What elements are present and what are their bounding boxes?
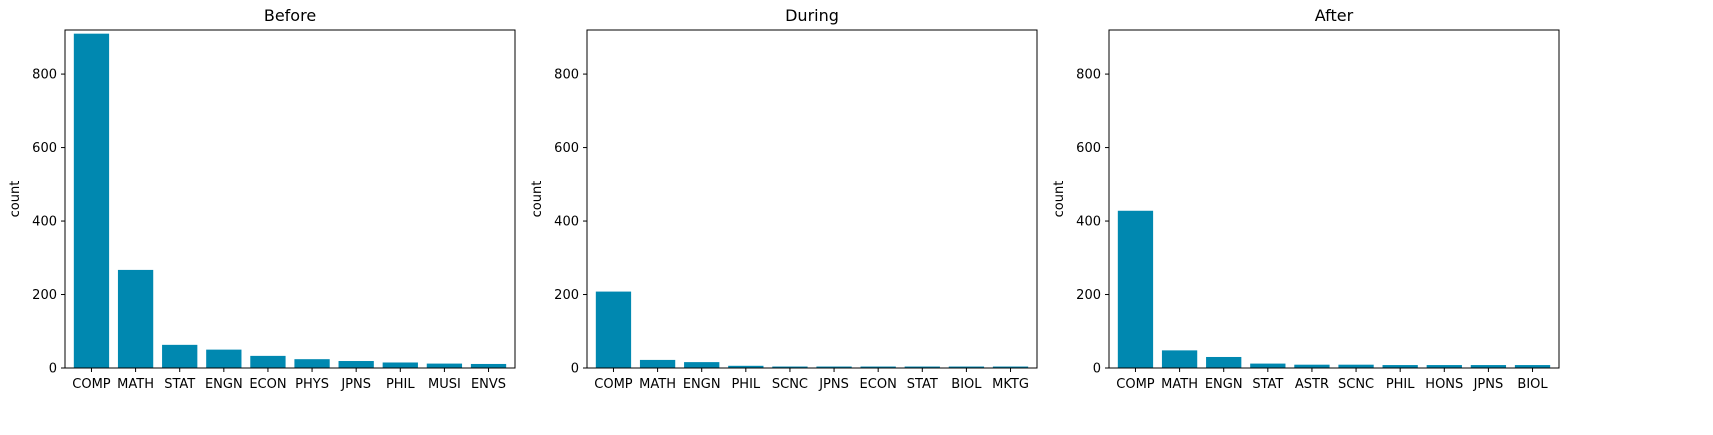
y-tick-label: 800 <box>32 68 57 83</box>
x-tick-label: STAT <box>1252 377 1283 392</box>
x-tick-label: PHIL <box>1386 377 1415 392</box>
y-tick-label: 400 <box>32 215 57 230</box>
x-tick-label: BIOL <box>1517 377 1548 392</box>
bar-hons <box>1426 365 1462 368</box>
bar-phil <box>728 365 764 368</box>
bar-scnc <box>772 366 808 368</box>
bar-engn <box>206 349 242 368</box>
x-tick-label: ENGN <box>683 377 721 392</box>
y-tick-label: 0 <box>49 362 57 377</box>
chart-title: Before <box>264 6 316 25</box>
y-tick-label: 800 <box>1076 68 1101 83</box>
chart-panel-3: 0 200 400 600 800 COMP MATH ENGN STAT ASTR SCNC PHI… <box>1052 6 1560 392</box>
x-tick-label: BIOL <box>951 377 982 392</box>
bar-comp <box>595 291 632 368</box>
bar-jpns <box>1470 365 1507 368</box>
x-tick-label: HONS <box>1425 377 1463 392</box>
bar-envs <box>470 363 507 368</box>
bar-jpns <box>816 366 852 368</box>
bar-engn <box>1206 356 1242 368</box>
chart-title: During <box>785 6 839 25</box>
x-tick-label: MATH <box>639 377 676 392</box>
chart-title: After <box>1315 6 1354 25</box>
x-tick-label: JPNS <box>1473 377 1504 392</box>
x-tick-label: JPNS <box>818 377 849 392</box>
x-tick-label: MATH <box>117 377 154 392</box>
y-tick-label: 200 <box>32 288 57 303</box>
x-tick-label: STAT <box>164 377 195 392</box>
bar-econ <box>860 366 896 368</box>
bar-mktg <box>992 366 1029 368</box>
bar-econ <box>250 355 286 368</box>
chart-panel-2: 0 200 400 600 800 COMP MATH ENGN PHIL SCNC JPNS ECO… <box>530 6 1038 392</box>
bar-stat <box>1250 363 1286 368</box>
bar-jpns <box>338 361 374 368</box>
x-tick-label: ECON <box>249 377 286 392</box>
bar-biol <box>1514 365 1551 368</box>
x-tick-label: ENGN <box>205 377 243 392</box>
y-tick-label: 200 <box>1076 288 1101 303</box>
y-axis-label: count <box>1052 181 1067 218</box>
bar-phys <box>294 359 330 368</box>
bar-engn <box>684 362 720 368</box>
x-tick-label: PHYS <box>295 377 329 392</box>
bar-phil <box>1382 365 1418 368</box>
y-tick-label: 0 <box>571 362 579 377</box>
y-axis-label: count <box>530 181 545 218</box>
bar-comp <box>1117 210 1154 368</box>
x-tick-label: MATH <box>1161 377 1198 392</box>
bar-stat <box>162 344 198 368</box>
y-tick-label: 400 <box>554 215 579 230</box>
bar-scnc <box>1338 364 1374 368</box>
axes-frame <box>1108 29 1560 369</box>
bar-biol <box>948 366 985 368</box>
x-tick-label: ENGN <box>1205 377 1243 392</box>
x-tick-label: JPNS <box>340 377 371 392</box>
y-tick-label: 0 <box>1093 362 1101 377</box>
y-tick-label: 600 <box>554 141 579 156</box>
bar-comp <box>73 33 110 369</box>
x-tick-label: PHIL <box>731 377 760 392</box>
x-tick-label: ENVS <box>471 377 506 392</box>
bar-musi <box>426 363 463 368</box>
x-tick-label: PHIL <box>386 377 415 392</box>
axes-frame <box>64 29 516 369</box>
y-tick-label: 400 <box>1076 215 1101 230</box>
bar-stat <box>904 366 940 368</box>
y-axis-label: count <box>8 181 23 218</box>
x-tick-label: ECON <box>860 377 897 392</box>
bar-math <box>1161 350 1198 368</box>
x-tick-label: COMP <box>594 377 633 392</box>
x-tick-label: SCNC <box>772 377 808 392</box>
chart-panel-1: 0 200 400 600 800 COMP MATH STAT ENGN ECON PHYS JPN… <box>8 6 516 392</box>
y-tick-label: 200 <box>554 288 579 303</box>
axes-frame <box>586 29 1038 369</box>
bar-math <box>639 359 676 368</box>
x-tick-label: MUSI <box>428 377 461 392</box>
x-tick-label: MKTG <box>992 377 1029 392</box>
x-tick-label: ASTR <box>1295 377 1329 392</box>
bar-math <box>117 269 154 368</box>
x-tick-label: STAT <box>907 377 938 392</box>
bar-phil <box>382 362 418 368</box>
x-tick-label: COMP <box>1116 377 1155 392</box>
x-tick-label: SCNC <box>1338 377 1374 392</box>
y-tick-label: 600 <box>32 141 57 156</box>
x-tick-label: COMP <box>72 377 111 392</box>
y-tick-label: 800 <box>554 68 579 83</box>
y-tick-label: 600 <box>1076 141 1101 156</box>
bar-astr <box>1294 364 1330 368</box>
